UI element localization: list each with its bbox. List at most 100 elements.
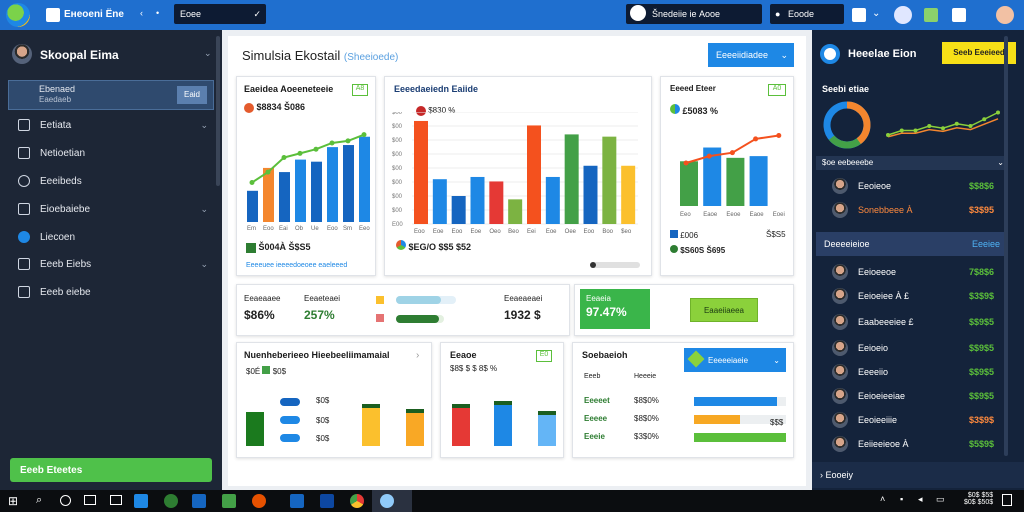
sidebar-selected-item[interactable]: Ebenaed Eaedaeb Eaid bbox=[8, 80, 214, 110]
bar-7 bbox=[359, 136, 370, 222]
check-icon: ✓ bbox=[253, 9, 261, 19]
card6-row-name: Eeeeet bbox=[584, 396, 610, 405]
search-icon[interactable]: ⌕ bbox=[36, 494, 43, 506]
selected-button[interactable]: Eaid bbox=[177, 86, 207, 104]
card1-footer[interactable]: Eeeeuee ieeeedoeoee eaeleeed bbox=[246, 262, 348, 269]
explorer-icon[interactable] bbox=[134, 494, 148, 508]
app-blue-icon[interactable] bbox=[320, 494, 334, 508]
card1-chart: Em Eoo Eai Ob Ue Eoo Sm Eeo bbox=[247, 132, 370, 230]
card5-battery-c bbox=[538, 396, 556, 446]
x-tick-1: Eoo bbox=[263, 226, 274, 230]
series-line bbox=[251, 133, 365, 184]
x-tick-4: Ue bbox=[311, 226, 319, 230]
x-tick-3: Ob bbox=[295, 226, 304, 230]
sidebar-item-1[interactable]: Eetiata ⌄ bbox=[8, 112, 214, 138]
slider-knob[interactable] bbox=[590, 262, 596, 268]
sidebar-scrollbar[interactable] bbox=[216, 36, 220, 186]
card2-slider[interactable] bbox=[590, 262, 640, 268]
chevron-right-icon[interactable]: › bbox=[416, 350, 420, 361]
chrome-icon[interactable] bbox=[350, 494, 364, 508]
pin-icon[interactable]: • bbox=[156, 8, 160, 18]
window-icon[interactable] bbox=[852, 8, 866, 22]
avatar bbox=[832, 288, 848, 304]
active-app-tab[interactable] bbox=[372, 490, 412, 512]
photos-icon[interactable] bbox=[222, 494, 236, 508]
chevron-down-icon[interactable]: ⌄ bbox=[204, 48, 212, 58]
bar-3 bbox=[295, 159, 306, 222]
panel-user-row[interactable]: Eeioeieeiae $$9$5 bbox=[816, 384, 1020, 408]
chevron-left-icon[interactable]: ‹ bbox=[140, 8, 143, 18]
card4-title: Nuenheberieeo Hieebeeliimamaial bbox=[244, 350, 390, 360]
bar-2 bbox=[726, 157, 745, 206]
line-point-3 bbox=[297, 150, 303, 156]
taskview-icon[interactable] bbox=[84, 495, 96, 505]
avatar-icon[interactable] bbox=[894, 6, 912, 24]
panel-user-row[interactable]: Eeioeio $$9$5 bbox=[816, 336, 1020, 360]
panel-section-button[interactable]: Eeeiee bbox=[971, 239, 1000, 249]
dot-icon bbox=[244, 102, 254, 113]
active-app-icon bbox=[380, 494, 394, 508]
x-tick-4: Oeo bbox=[489, 229, 501, 235]
kpi-icon-a bbox=[376, 296, 384, 304]
panel-user-row[interactable]: Eeioeeoe 7$8$6 bbox=[816, 260, 1020, 284]
bar-6 bbox=[343, 145, 354, 222]
folder-icon bbox=[18, 119, 30, 131]
card6-button[interactable]: Eeeeeiaeie ⌄ bbox=[684, 348, 786, 372]
sidebar-item-4[interactable]: Eioebaiebe ⌄ bbox=[8, 196, 214, 222]
notifications-icon[interactable] bbox=[1002, 494, 1012, 506]
sidebar-item-6[interactable]: Eeeb Eiebs ⌄ bbox=[8, 251, 214, 277]
network-icon[interactable]: ▪ bbox=[900, 494, 904, 504]
card1-legend: Š004À Š$S5 bbox=[246, 242, 311, 253]
chevron-down-icon[interactable]: ⌄ bbox=[872, 8, 881, 19]
kpi-b-label: Eeaeteaei bbox=[304, 294, 341, 303]
panel-subtitle: Seebi etiae bbox=[822, 84, 870, 94]
chevron-up-icon[interactable]: ˄ bbox=[880, 494, 886, 504]
sidebar-item-2[interactable]: Netioetian bbox=[8, 140, 214, 166]
sidebar-item-7[interactable]: Eeeb eiebe bbox=[8, 279, 214, 305]
avatar bbox=[832, 364, 848, 380]
panel-scrollbar[interactable] bbox=[1004, 36, 1008, 456]
user-box[interactable]: ● Eoode bbox=[770, 4, 844, 24]
card6-row-bar bbox=[694, 415, 786, 424]
panel-user-row[interactable]: Eeoieeiiie $3$9$ bbox=[816, 408, 1020, 432]
line-point-0 bbox=[683, 160, 689, 166]
selected-title: Ebenaed bbox=[39, 84, 76, 94]
top-action-button[interactable]: Eeeeiidiadee ⌄ bbox=[708, 43, 794, 67]
pie-icon bbox=[670, 104, 680, 114]
sidebar-item-5[interactable]: Liecoen bbox=[8, 224, 214, 250]
panel-user-name: Eeoieeiiie bbox=[858, 415, 898, 425]
card4-val-1: $0$ bbox=[316, 396, 330, 405]
search-box[interactable]: Šnedeiie ie Аooe bbox=[626, 4, 762, 24]
clock[interactable]: $0$ $5$ $0$ $50$ bbox=[964, 492, 993, 506]
card2-title: Eeeedaeiedn Eaiide bbox=[394, 84, 479, 94]
cortana-icon[interactable] bbox=[60, 495, 71, 506]
battery-icon[interactable]: ▭ bbox=[936, 494, 945, 504]
sidebar-item-3[interactable]: Eeeibeds bbox=[8, 168, 214, 194]
panel-user-row[interactable]: Eeoieoe $$8$6 bbox=[816, 174, 1020, 198]
sidebar-bottom-button[interactable]: Eeeb Eteetes bbox=[10, 458, 212, 482]
user-avatar[interactable] bbox=[12, 44, 32, 64]
panel-user-row[interactable]: Eeioeiee À £ $3$9$ bbox=[816, 284, 1020, 308]
clock-time: $0$ $5$ bbox=[967, 492, 994, 499]
panel-footer[interactable]: › Eooeiy bbox=[812, 462, 1024, 488]
search-input[interactable]: Eoee ✓ bbox=[174, 4, 266, 24]
start-icon[interactable]: ⊞ bbox=[8, 494, 19, 508]
profile-avatar[interactable] bbox=[996, 6, 1014, 24]
kpi-d-button[interactable]: Eaaeiiaeea bbox=[690, 298, 758, 322]
panel-user-row[interactable]: Eaabeeeiee £ $$9$5 bbox=[816, 310, 1020, 334]
app-green-icon[interactable] bbox=[164, 494, 178, 508]
tag-icon[interactable] bbox=[952, 8, 966, 22]
media-icon[interactable] bbox=[252, 494, 266, 508]
panel-list-header[interactable]: $oe eebeeebe ⌄ bbox=[816, 156, 1008, 170]
panel-user-row[interactable]: Sonebbeee À $3$95 bbox=[816, 198, 1020, 222]
panel-button[interactable]: Seeb Eeeieed bbox=[942, 42, 1016, 64]
window-icon[interactable] bbox=[110, 495, 122, 505]
card-metrics bbox=[236, 342, 432, 458]
mail-icon[interactable] bbox=[192, 494, 206, 508]
panel-user-row[interactable]: Eeiieeieoe À $5$9$ bbox=[816, 432, 1020, 456]
panel-user-row[interactable]: Eeeeiio $$9$5 bbox=[816, 360, 1020, 384]
bar-3 bbox=[749, 156, 768, 206]
volume-icon[interactable]: ◂ bbox=[918, 494, 923, 504]
store-icon[interactable] bbox=[290, 494, 304, 508]
leaf-icon[interactable] bbox=[924, 8, 938, 22]
